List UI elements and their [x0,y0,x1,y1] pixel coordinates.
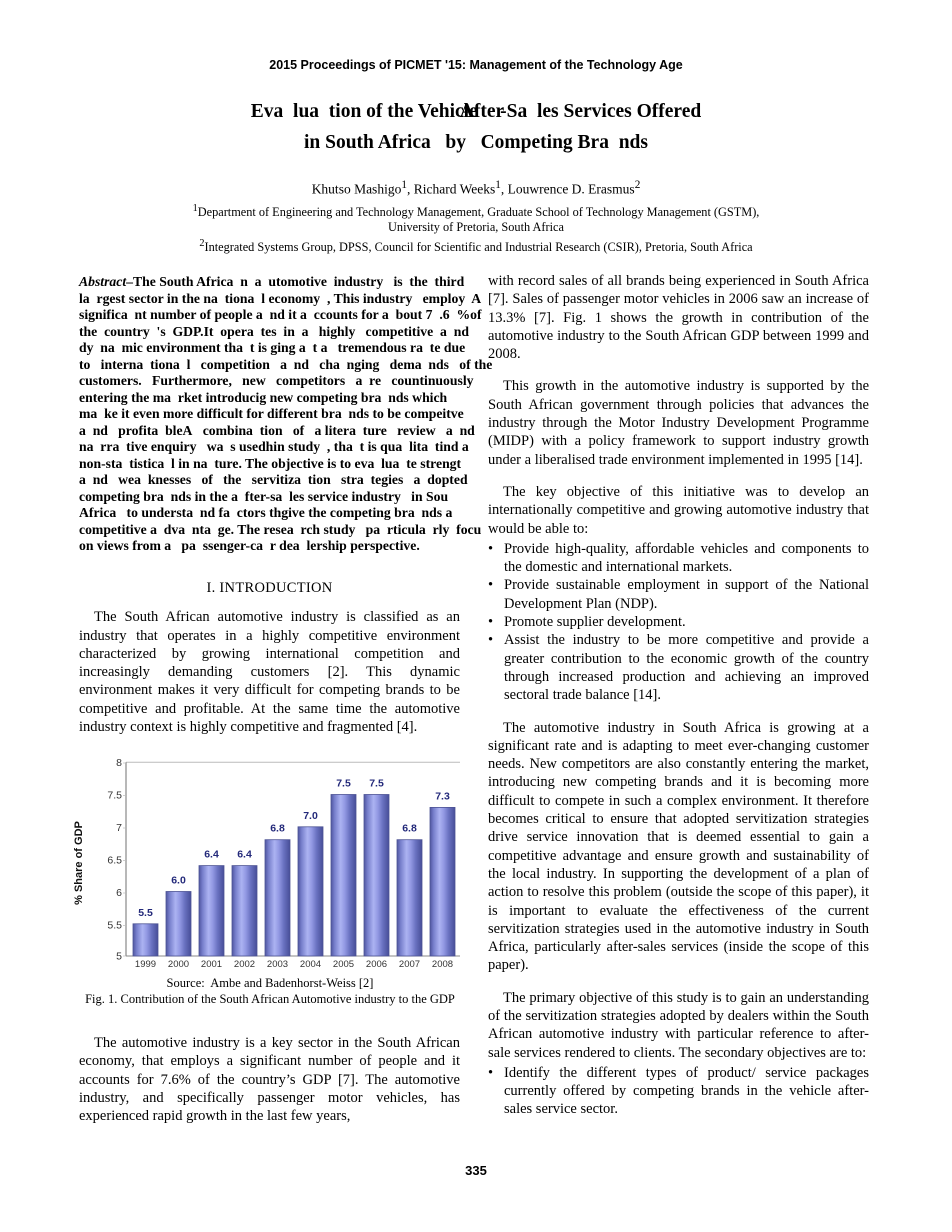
svg-text:2004: 2004 [300,959,321,970]
svg-text:2001: 2001 [201,959,222,970]
svg-text:2003: 2003 [267,959,288,970]
svg-text:6: 6 [116,887,122,899]
svg-text:6.0: 6.0 [171,875,186,887]
svg-text:2008: 2008 [432,959,453,970]
svg-text:5.5: 5.5 [107,920,122,932]
svg-text:7.3: 7.3 [435,790,450,802]
svg-text:6.4: 6.4 [237,849,252,861]
svg-text:2002: 2002 [234,959,255,970]
svg-text:1999: 1999 [135,959,156,970]
svg-text:7.5: 7.5 [107,790,122,802]
svg-text:5.5: 5.5 [138,907,153,919]
svg-text:8: 8 [116,758,122,769]
svg-text:2000: 2000 [168,959,189,970]
svg-text:5: 5 [116,951,122,963]
svg-text:6.5: 6.5 [107,855,122,867]
svg-text:6.8: 6.8 [402,823,417,835]
svg-text:2007: 2007 [399,959,420,970]
svg-text:% Share of GDP: % Share of GDP [73,821,85,905]
svg-text:2005: 2005 [333,959,354,970]
svg-text:6.8: 6.8 [270,823,285,835]
svg-text:2006: 2006 [366,959,387,970]
svg-text:7.5: 7.5 [369,778,384,790]
svg-text:7.0: 7.0 [303,810,318,822]
svg-text:7.5: 7.5 [336,778,351,790]
svg-text:6.4: 6.4 [204,849,219,861]
svg-text:7: 7 [116,822,122,834]
